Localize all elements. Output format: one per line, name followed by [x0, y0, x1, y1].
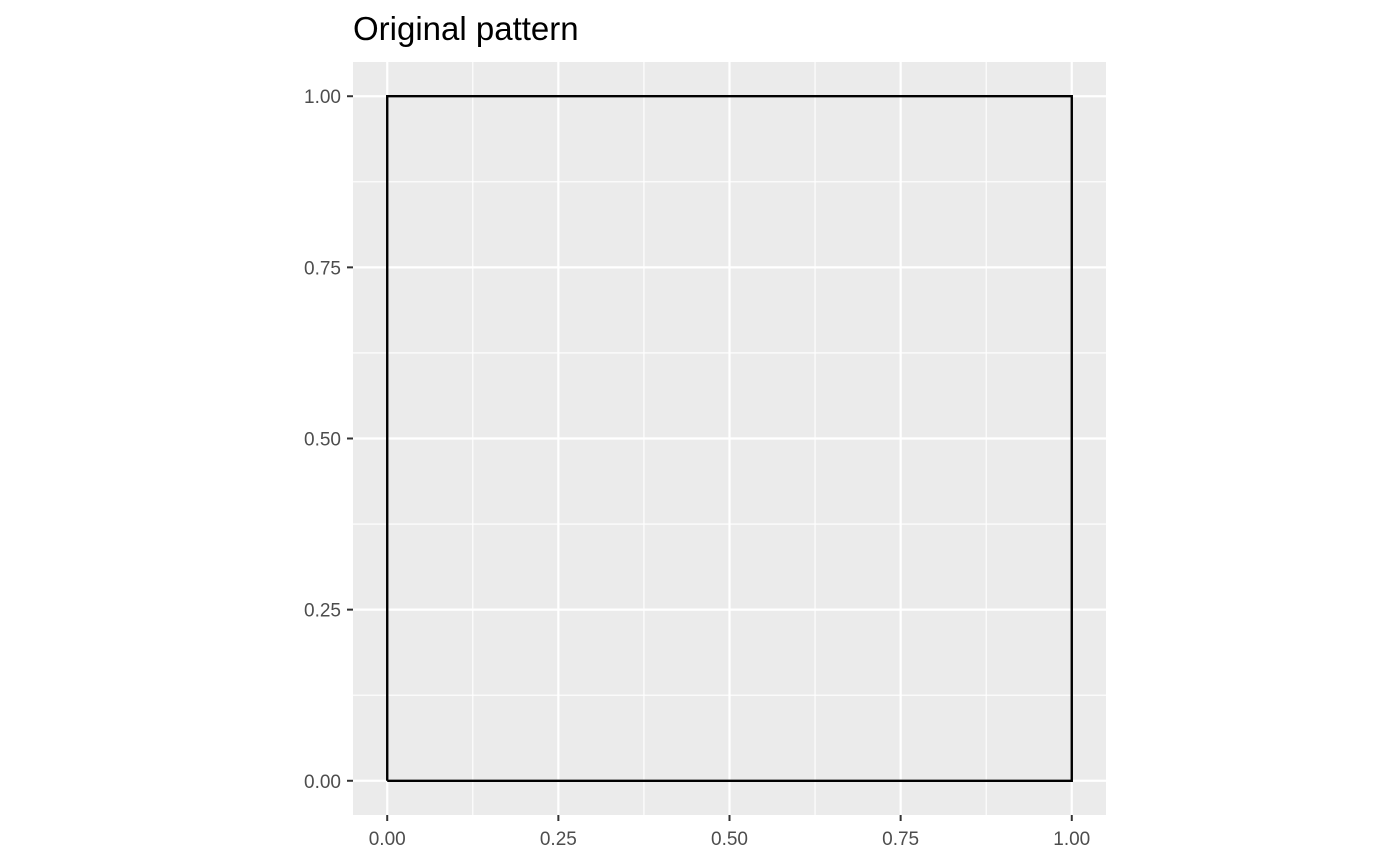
y-tick-label: 0.75: [304, 258, 341, 279]
series-layer: [386, 95, 1073, 782]
y-tick-label: 0.50: [304, 430, 341, 451]
x-tick-label: 0.50: [711, 829, 748, 850]
x-axis: 0.00 0.25 0.50 0.75 1.00: [369, 815, 1090, 850]
chart-title: Original pattern: [353, 10, 579, 47]
x-tick-label: 0.75: [882, 829, 919, 850]
y-tick-label: 1.00: [304, 87, 341, 108]
y-axis: 0.00 0.25 0.50 0.75 1.00: [304, 87, 353, 793]
x-tick-label: 0.00: [369, 829, 406, 850]
y-tick-label: 0.25: [304, 601, 341, 622]
series-line-0: [386, 95, 1073, 782]
x-tick-label: 1.00: [1053, 829, 1090, 850]
x-tick-label: 0.25: [540, 829, 577, 850]
y-tick-label: 0.00: [304, 772, 341, 793]
